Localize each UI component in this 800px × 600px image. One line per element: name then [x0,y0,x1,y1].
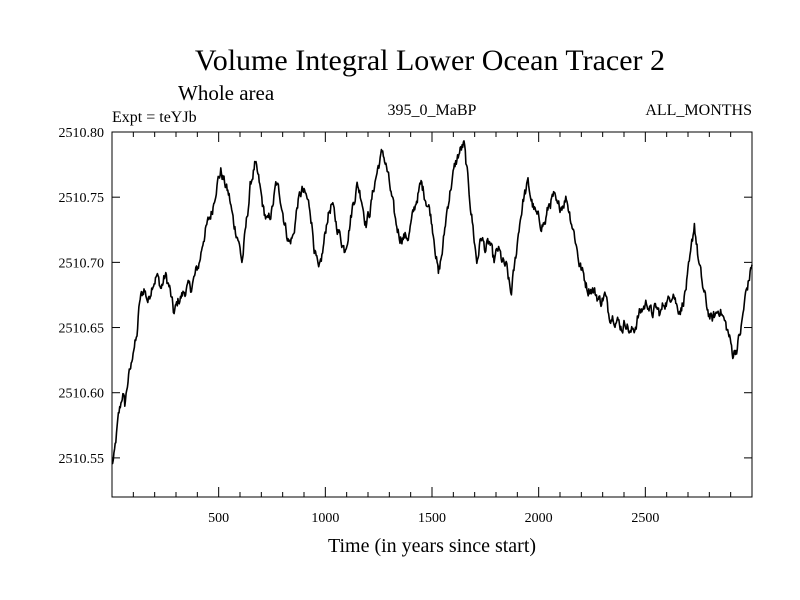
x-tick-label: 2500 [631,511,659,526]
months-label: ALL_MONTHS [645,102,752,119]
chart-title: Volume Integral Lower Ocean Tracer 2 [195,44,665,77]
y-tick-label: 2510.55 [59,452,105,467]
series-line [111,140,753,465]
y-tick-label: 2510.75 [59,191,105,206]
y-tick-label: 2510.80 [59,126,105,141]
x-tick-label: 1500 [418,511,446,526]
y-tick-label: 2510.65 [59,322,105,337]
x-axis: 500 1000 1500 2000 2500 [132,132,732,526]
y-axis: 2510.55 2510.60 2510.65 2510.70 2510.75 2510.… [59,126,752,467]
experiment-label: Expt = teYJb [112,109,197,126]
x-axis-label: Time (in years since start) [328,535,536,557]
y-tick-label: 2510.70 [59,256,105,271]
plot-frame [111,131,753,498]
x-tick-label: 2000 [525,511,553,526]
y-tick-label: 2510.60 [59,387,105,402]
period-label: 395_0_MaBP [388,102,477,119]
x-tick-label: 1000 [311,511,339,526]
chart-subtitle: Whole area [178,81,275,105]
x-tick-label: 500 [208,511,229,526]
